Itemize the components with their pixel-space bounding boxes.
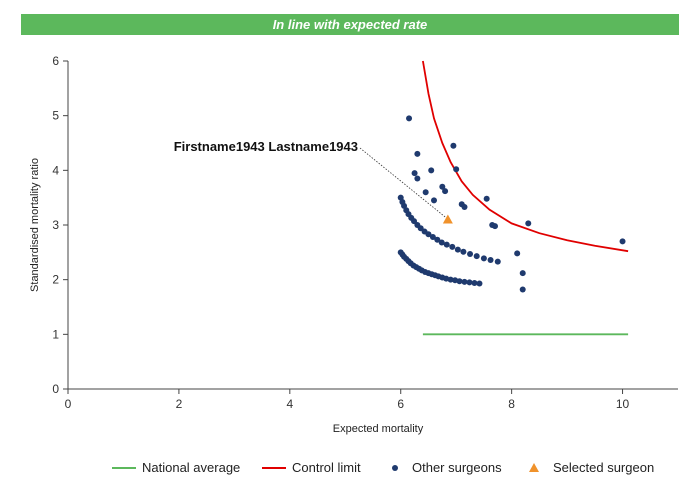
y-tick-label: 0 [52, 382, 59, 396]
y-tick-label: 1 [52, 327, 59, 341]
annotation: Firstname1943 Lastname1943 [174, 139, 447, 218]
other-surgeon-point [406, 115, 413, 122]
x-tick-label: 8 [508, 397, 515, 411]
other-surgeon-point [414, 150, 421, 157]
legend-swatch [529, 463, 539, 472]
other-surgeon-point [494, 258, 501, 265]
legend-label: Control limit [292, 460, 361, 475]
other-surgeon-point [492, 223, 498, 230]
y-tick-label: 3 [52, 218, 59, 232]
y-axis-title: Standardised mortality ratio [29, 158, 41, 292]
other-surgeon-point [473, 253, 480, 260]
x-axis-title: Expected mortality [333, 423, 424, 435]
other-surgeon-point [454, 246, 461, 253]
other-surgeon-point [450, 142, 457, 149]
series-lines [422, 60, 629, 336]
other-surgeon-point [460, 248, 467, 255]
other-surgeon-point [487, 256, 494, 263]
other-surgeon-point [411, 170, 418, 177]
x-tick-label: 6 [397, 397, 404, 411]
y-tick-label: 4 [52, 163, 59, 177]
ticks: 0 2 4 6 8 10 0 1 2 3 4 5 6 [52, 54, 629, 411]
y-tick-label: 5 [52, 109, 59, 123]
other-surgeon-point [428, 167, 435, 174]
other-surgeon-point [456, 278, 463, 285]
other-surgeon-point [431, 197, 437, 204]
other-surgeon-point [429, 234, 436, 241]
axes [67, 61, 678, 390]
x-tick-label: 10 [616, 397, 630, 411]
y-tick-label: 2 [52, 273, 59, 287]
annotation-label: Firstname1943 Lastname1943 [174, 139, 358, 154]
other-surgeon-point [414, 175, 421, 182]
legend-item: National average [112, 460, 240, 475]
other-surgeon-point [619, 238, 626, 245]
annotation-leader-line [359, 147, 447, 218]
other-surgeon-point [471, 279, 478, 286]
other-surgeon-point [525, 220, 532, 227]
legend-label: Other surgeons [412, 460, 502, 475]
selected-surgeon-point [442, 214, 453, 224]
other-surgeon-point [514, 250, 521, 257]
other-surgeon-point [425, 231, 432, 238]
control-limit-line [422, 60, 629, 253]
other-surgeon-point [461, 203, 468, 210]
other-surgeon-point [439, 183, 446, 190]
other-surgeon-point [466, 279, 473, 286]
other-surgeon-point [453, 166, 460, 173]
other-surgeon-point [519, 270, 526, 277]
other-surgeon-point [443, 241, 450, 248]
other-surgeon-point [519, 286, 526, 293]
other-surgeon-point [476, 280, 483, 287]
x-tick-label: 4 [286, 397, 293, 411]
y-tick-label: 6 [52, 54, 59, 68]
other-surgeon-point [434, 236, 441, 243]
other-surgeon-point [467, 250, 474, 257]
legend-item: Other surgeons [392, 460, 502, 475]
other-surgeon-point [447, 276, 454, 283]
other-surgeon-point [480, 255, 487, 262]
other-surgeon-point [442, 188, 449, 195]
status-banner: In line with expected rate [21, 14, 679, 35]
legend-swatch [392, 465, 398, 471]
legend-item: Selected surgeon [529, 460, 654, 475]
x-tick-label: 2 [176, 397, 183, 411]
other-surgeon-point [438, 239, 445, 246]
legend-item: Control limit [262, 460, 361, 475]
legend: National average Control limit Other surge… [112, 460, 654, 475]
legend-label: National average [142, 460, 240, 475]
other-surgeon-point [449, 243, 456, 250]
legend-label: Selected surgeon [553, 460, 654, 475]
x-tick-label: 0 [65, 397, 72, 411]
series-points [397, 115, 626, 293]
other-surgeon-point [483, 195, 490, 202]
other-surgeon-point [422, 189, 429, 196]
other-surgeon-point [461, 278, 468, 285]
